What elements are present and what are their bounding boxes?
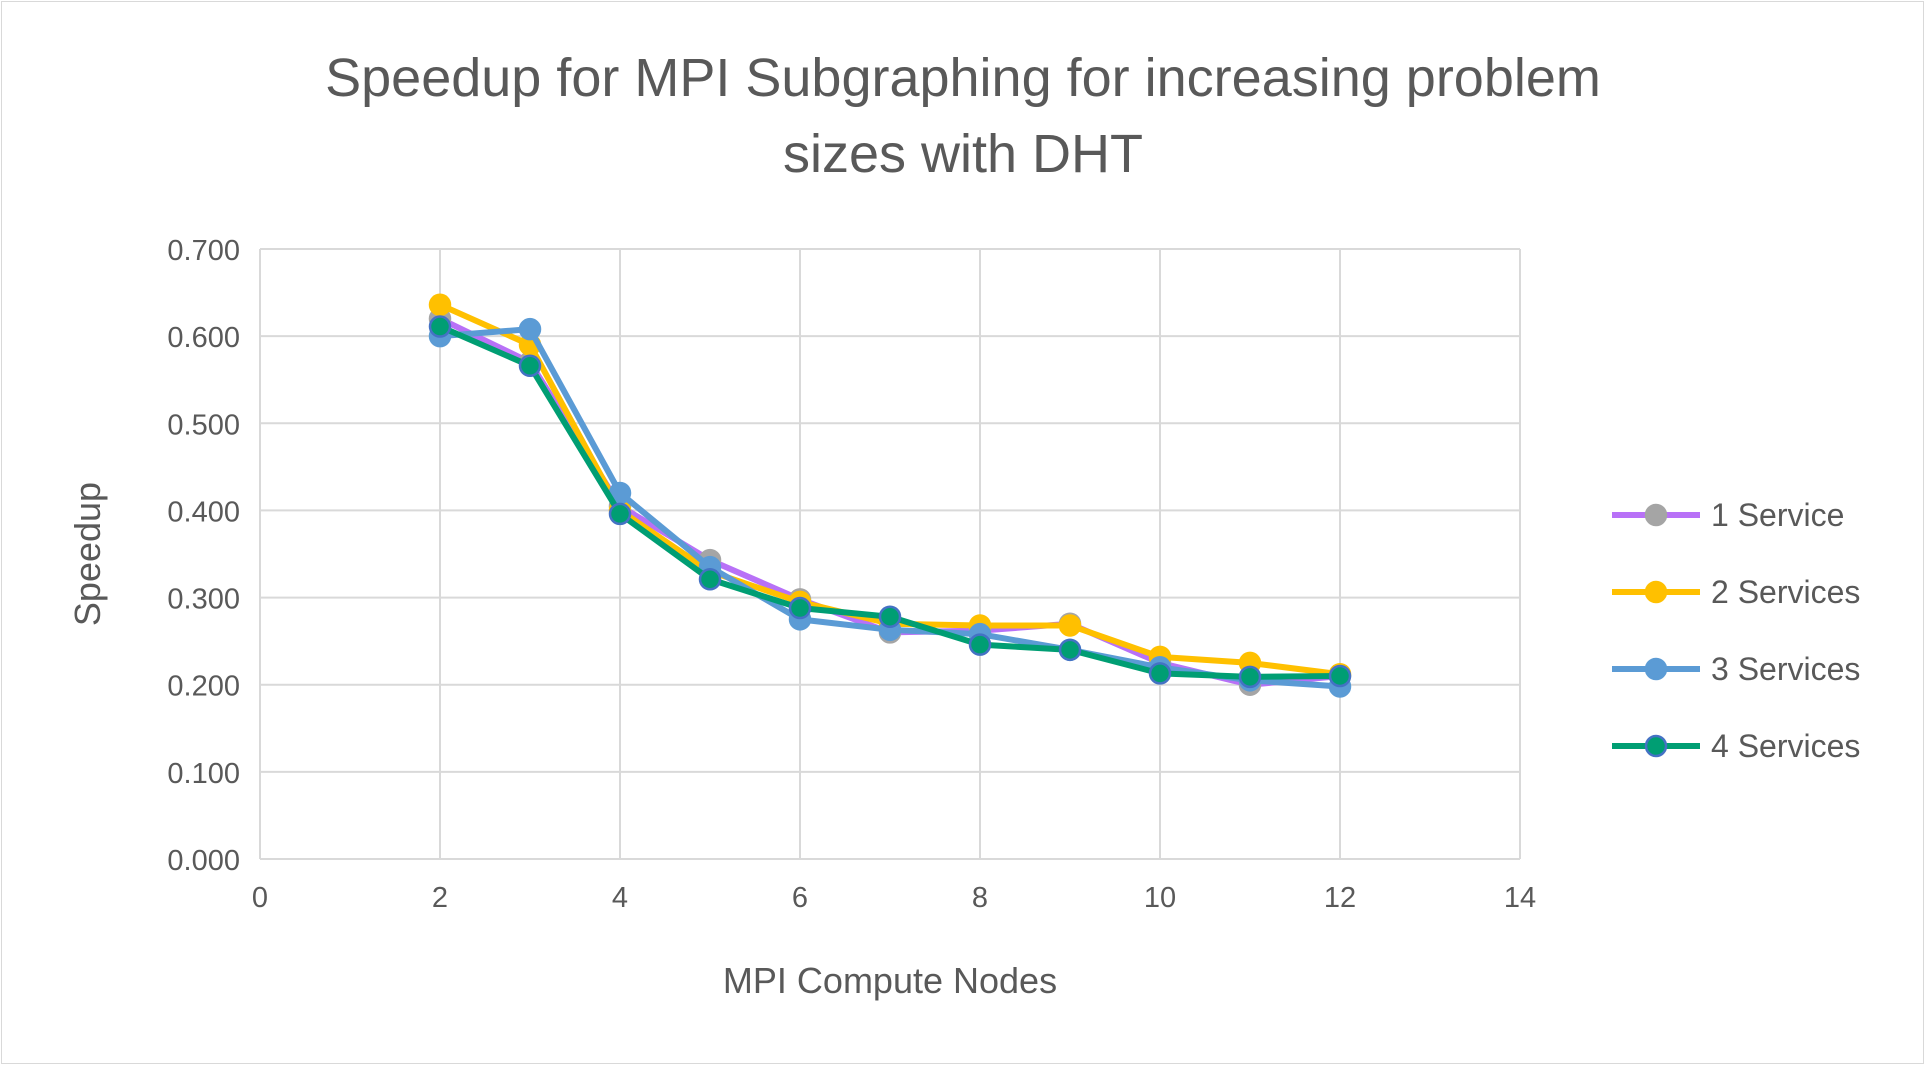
- y-tick-label: 0.300: [167, 584, 240, 616]
- data-point: [1058, 614, 1082, 637]
- y-tick-label: 0.500: [167, 409, 240, 441]
- x-tick-label: 12: [1324, 882, 1356, 914]
- legend-marker: [1644, 734, 1668, 758]
- legend-marker: [1644, 657, 1668, 681]
- data-point: [428, 293, 452, 317]
- legend-label: 3 Services: [1711, 651, 1860, 687]
- data-point: [518, 354, 542, 378]
- legend-item-1: 1 Service: [1612, 497, 1844, 533]
- data-point: [698, 568, 722, 591]
- legend-marker: [1644, 503, 1668, 527]
- legend-item-2: 2 Services: [1612, 574, 1860, 610]
- y-tick-label: 0.200: [167, 671, 240, 703]
- data-point: [1328, 664, 1352, 688]
- legend-item-3: 3 Services: [1612, 651, 1860, 687]
- data-point: [1058, 638, 1082, 662]
- y-tick-label: 0.400: [167, 496, 240, 528]
- y-tick-label: 0.100: [167, 758, 240, 790]
- data-point: [878, 605, 902, 628]
- data-point: [788, 596, 812, 620]
- data-point: [518, 317, 542, 341]
- y-tick-label: 0.600: [167, 322, 240, 354]
- y-axis-title: Speedup: [67, 482, 108, 626]
- legend-marker: [1644, 580, 1668, 604]
- x-tick-label: 14: [1504, 882, 1536, 914]
- x-tick-label: 4: [612, 882, 628, 914]
- data-point: [1148, 662, 1172, 685]
- legend-label: 4 Services: [1711, 728, 1860, 764]
- legend-label: 1 Service: [1711, 497, 1844, 533]
- data-point: [1238, 665, 1262, 689]
- x-tick-label: 0: [252, 882, 268, 914]
- x-tick-label: 8: [972, 882, 988, 914]
- data-point: [608, 502, 632, 526]
- y-tick-label: 0.700: [167, 235, 240, 267]
- chart-title-line-1: Speedup for MPI Subgraphing for increasi…: [325, 48, 1601, 108]
- data-point: [428, 315, 452, 338]
- chart-title-line-2: sizes with DHT: [783, 124, 1143, 184]
- series-4: [428, 315, 1352, 689]
- x-tick-label: 2: [432, 882, 448, 914]
- series-3: [428, 317, 1352, 698]
- x-axis-title: MPI Compute Nodes: [723, 960, 1057, 1001]
- legend-item-4: 4 Services: [1612, 728, 1860, 764]
- y-tick-label: 0.000: [167, 845, 240, 877]
- x-tick-label: 10: [1144, 882, 1176, 914]
- legend-label: 2 Services: [1711, 574, 1860, 610]
- x-tick-label: 6: [792, 882, 808, 914]
- data-point: [968, 633, 992, 656]
